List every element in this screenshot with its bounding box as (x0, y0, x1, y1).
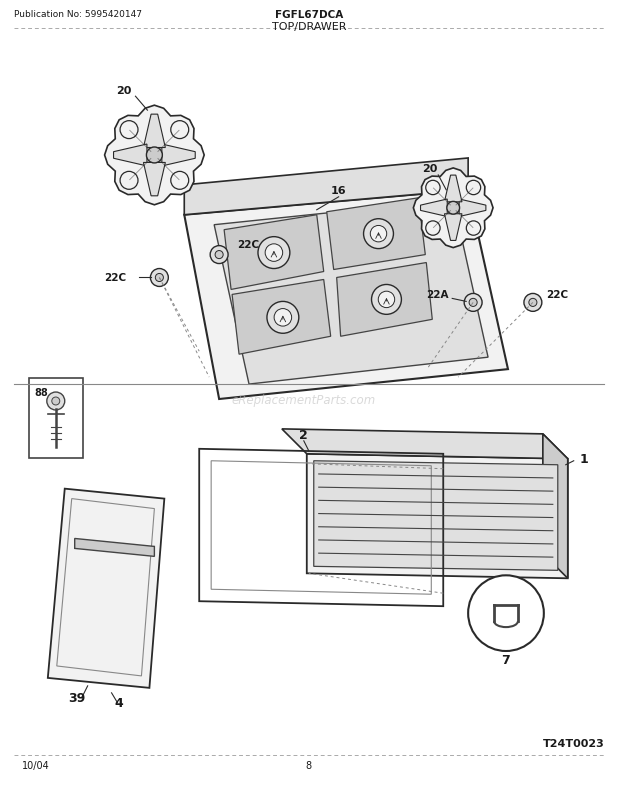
Polygon shape (282, 429, 568, 460)
Polygon shape (74, 539, 154, 557)
Text: 1: 1 (580, 452, 588, 466)
Polygon shape (224, 216, 324, 290)
Circle shape (170, 172, 188, 190)
Circle shape (466, 181, 480, 196)
Circle shape (468, 576, 544, 651)
Text: 10/04: 10/04 (22, 759, 50, 770)
Circle shape (151, 269, 169, 287)
Circle shape (370, 226, 387, 242)
Text: 20: 20 (423, 164, 438, 174)
Circle shape (215, 251, 223, 259)
Text: 4: 4 (115, 696, 123, 710)
Circle shape (464, 294, 482, 312)
Circle shape (426, 221, 440, 236)
Circle shape (466, 221, 480, 236)
Polygon shape (337, 263, 432, 337)
Polygon shape (420, 200, 447, 217)
Circle shape (274, 310, 291, 326)
Text: 22C: 22C (105, 273, 126, 283)
Circle shape (265, 245, 283, 262)
Text: 8: 8 (306, 759, 312, 770)
Circle shape (371, 285, 401, 315)
Circle shape (469, 299, 477, 307)
Circle shape (146, 148, 162, 164)
Text: 22C: 22C (546, 290, 568, 300)
Text: 16: 16 (331, 185, 347, 196)
Text: TOP/DRAWER: TOP/DRAWER (272, 22, 346, 31)
Polygon shape (543, 435, 568, 578)
Polygon shape (48, 489, 164, 688)
Circle shape (447, 202, 459, 215)
Text: 88: 88 (35, 387, 48, 398)
Polygon shape (445, 214, 462, 241)
Circle shape (258, 237, 290, 269)
Text: 39: 39 (68, 691, 85, 704)
Polygon shape (143, 115, 166, 148)
Circle shape (210, 246, 228, 264)
FancyBboxPatch shape (29, 379, 82, 458)
Polygon shape (232, 280, 330, 354)
Circle shape (267, 302, 299, 334)
Text: Publication No: 5995420147: Publication No: 5995420147 (14, 10, 142, 18)
Polygon shape (327, 199, 425, 270)
Text: 22C: 22C (237, 239, 259, 249)
Polygon shape (184, 191, 508, 399)
Polygon shape (113, 145, 147, 167)
Polygon shape (445, 176, 462, 203)
Text: 20: 20 (116, 86, 131, 96)
Circle shape (120, 121, 138, 140)
Polygon shape (105, 106, 204, 205)
Text: eReplacementParts.com: eReplacementParts.com (232, 393, 376, 406)
Circle shape (426, 181, 440, 196)
Polygon shape (314, 461, 558, 570)
Polygon shape (307, 454, 568, 578)
Text: T24T0023: T24T0023 (543, 738, 604, 747)
Circle shape (52, 398, 60, 406)
Polygon shape (414, 168, 493, 249)
Polygon shape (184, 159, 468, 216)
Text: 2: 2 (299, 429, 308, 442)
Polygon shape (143, 164, 166, 196)
Circle shape (378, 292, 395, 308)
Text: 7: 7 (502, 654, 510, 666)
Polygon shape (214, 200, 488, 385)
Circle shape (529, 299, 537, 307)
Circle shape (363, 220, 394, 249)
Circle shape (524, 294, 542, 312)
Polygon shape (459, 200, 486, 217)
Circle shape (47, 392, 64, 411)
Circle shape (156, 274, 164, 282)
Polygon shape (162, 145, 195, 167)
Text: FGFL67DCA: FGFL67DCA (275, 10, 343, 19)
Text: 22A: 22A (426, 290, 448, 300)
Circle shape (170, 121, 188, 140)
Circle shape (120, 172, 138, 190)
